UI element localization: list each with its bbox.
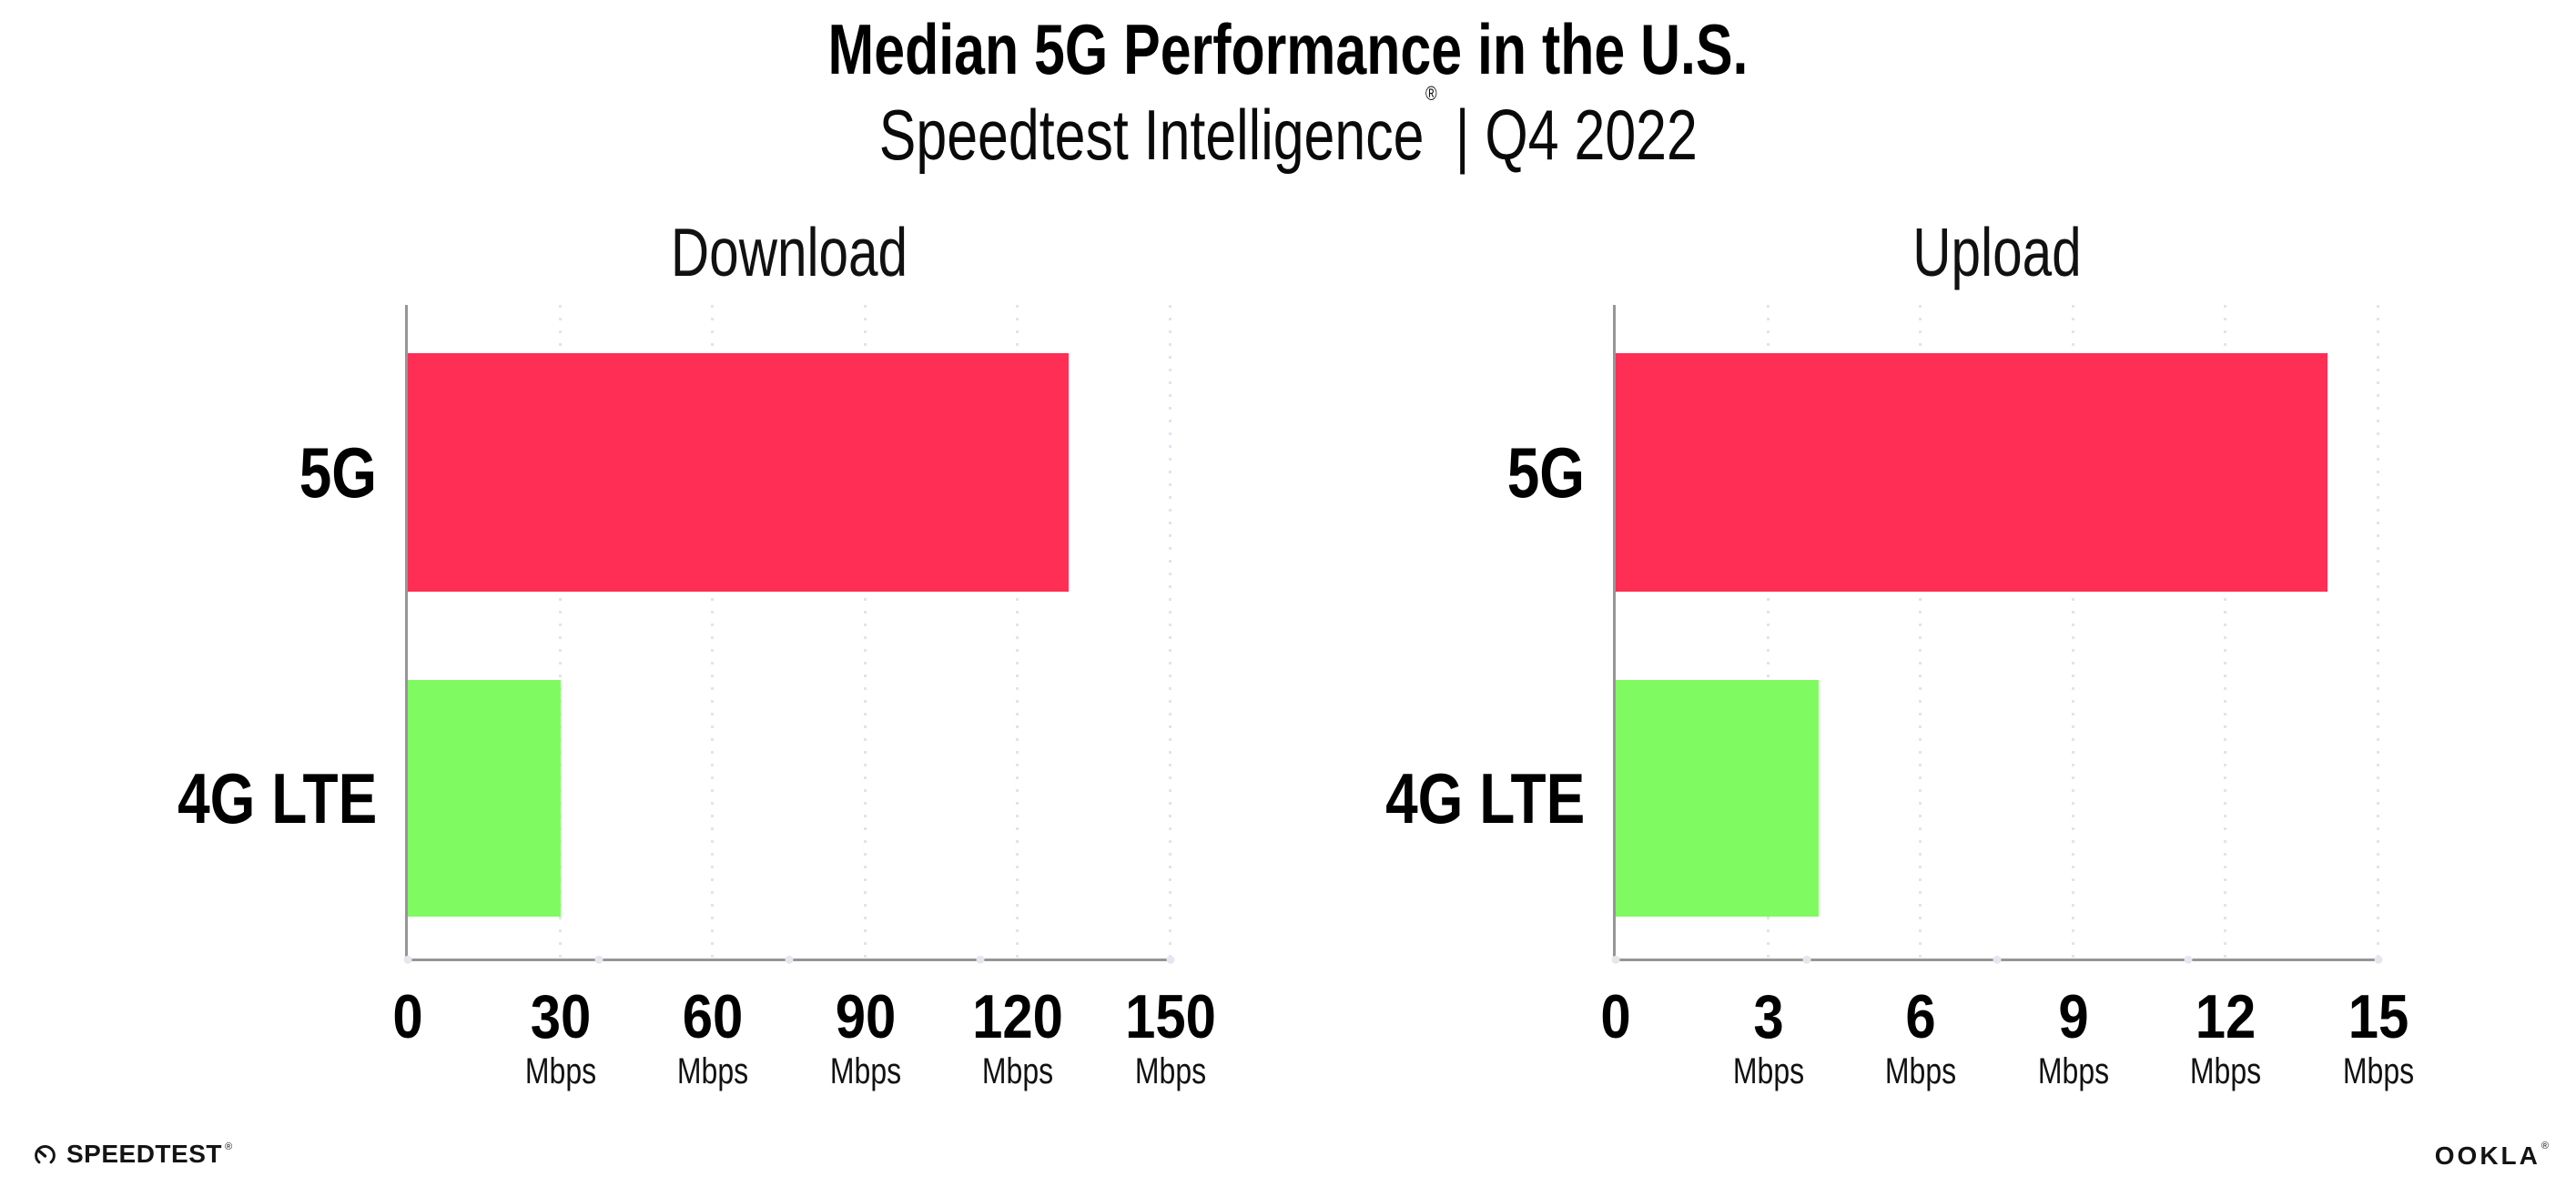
x-tick-unit: Mbps (982, 1051, 1054, 1091)
axis-tick-dot (1802, 955, 1810, 964)
x-tick-unit: Mbps (1732, 1051, 1804, 1091)
x-tick-label: 0 (1598, 986, 1633, 1048)
speedtest-gauge-icon (35, 1144, 56, 1163)
registered-mark-icon: ® (1425, 82, 1437, 105)
page-title: Median 5G Performance in the U.S. (0, 9, 2576, 91)
speedtest-wordmark: SPEEDTEST (66, 1140, 222, 1168)
x-tick-label: 0 (390, 986, 425, 1048)
axis-tick-dot (976, 955, 984, 964)
x-tick-value: 150 (1125, 982, 1216, 1051)
download-chart: Download 5G 4G LTE 0 30 Mbps 60 Mbps 90 Mbps 120 M… (177, 218, 1216, 1090)
x-tick-value: 90 (835, 982, 897, 1051)
x-tick-value: 15 (2348, 982, 2409, 1051)
x-tick-value: 0 (392, 982, 423, 1051)
page-title-text: Median 5G Performance in the U.S. (827, 9, 1749, 89)
axis-tick-dot (2374, 955, 2383, 964)
subtitle-period: Q4 2022 (1485, 95, 1698, 175)
x-tick-value: 9 (2058, 982, 2089, 1051)
category-label-5g: 5G (299, 432, 377, 512)
x-tick-value: 6 (1905, 982, 1936, 1051)
gridline (1016, 305, 1019, 959)
x-tick-unit: Mbps (677, 1051, 749, 1091)
x-tick-value: 120 (972, 982, 1064, 1051)
subtitle-separator: | (1439, 95, 1486, 175)
x-tick-label: 6 Mbps (1876, 986, 1965, 1090)
x-tick-unit: Mbps (524, 1051, 596, 1091)
bar-5g (1616, 353, 2328, 592)
speedtest-logo: SPEEDTEST ® (33, 1141, 232, 1167)
gridline (2071, 305, 2074, 959)
x-tick-unit: Mbps (2342, 1051, 2415, 1091)
x-tick-label: 3 Mbps (1724, 986, 1813, 1090)
axis-tick-dot (594, 955, 603, 964)
x-tick-label: 9 Mbps (2029, 986, 2118, 1090)
x-tick-value: 30 (530, 982, 591, 1051)
category-label-4g-lte: 4G LTE (1384, 758, 1585, 838)
subtitle-brand: Speedtest Intelligence (878, 95, 1425, 175)
x-tick-value: 0 (1600, 982, 1631, 1051)
gridline (1919, 305, 1922, 959)
speedtest-registered-icon: ® (224, 1141, 233, 1152)
gridline (558, 305, 562, 959)
ookla-registered-icon: ® (2541, 1141, 2549, 1151)
chart-title-upload: Upload (1912, 214, 2082, 290)
ookla-wordmark: OOKLA (2434, 1141, 2541, 1170)
x-tick-value: 3 (1752, 982, 1784, 1051)
chart-title-download: Download (670, 214, 908, 290)
page-subtitle: Speedtest Intelligence® | Q4 2022 (0, 82, 2576, 177)
bar-5g (408, 353, 1070, 592)
axis-tick-dot (403, 955, 412, 964)
x-tick-unit: Mbps (1885, 1051, 1957, 1091)
gridline (2377, 305, 2379, 959)
x-tick-label: 150 Mbps (1119, 986, 1222, 1090)
bar-4g-lte (1616, 680, 1820, 917)
x-tick-unit: Mbps (2190, 1051, 2262, 1091)
x-tick-value: 60 (682, 982, 744, 1051)
gridline (863, 305, 867, 959)
gridline (2224, 305, 2227, 959)
axis-tick-dot (785, 955, 794, 964)
gridline (711, 305, 715, 959)
axis-tick-dot (1611, 955, 1620, 964)
axis-tick-dot (2184, 955, 2192, 964)
x-tick-label: 60 Mbps (668, 986, 757, 1090)
x-tick-unit: Mbps (1134, 1051, 1207, 1091)
bar-4g-lte (408, 680, 561, 917)
gridline (1169, 305, 1171, 959)
axis-tick-dot (1166, 955, 1175, 964)
x-tick-label: 90 Mbps (821, 986, 910, 1090)
x-tick-unit: Mbps (2037, 1051, 2109, 1091)
x-tick-label: 30 Mbps (516, 986, 605, 1090)
category-label-5g: 5G (1506, 432, 1585, 512)
x-tick-label: 120 Mbps (967, 986, 1070, 1090)
upload-chart: Upload 5G 4G LTE 0 3 Mbps 6 Mbps 9 Mbps 12 Mbps 15 M… (1385, 218, 2414, 1090)
x-tick-value: 12 (2196, 982, 2257, 1051)
axis-tick-dot (1993, 955, 2002, 964)
ookla-logo: OOKLA ® (2434, 1141, 2549, 1170)
gridline (1766, 305, 1770, 959)
x-tick-unit: Mbps (829, 1051, 901, 1091)
category-label-4g-lte: 4G LTE (177, 758, 377, 838)
x-tick-label: 12 Mbps (2181, 986, 2270, 1090)
x-tick-label: 15 Mbps (2334, 986, 2423, 1090)
